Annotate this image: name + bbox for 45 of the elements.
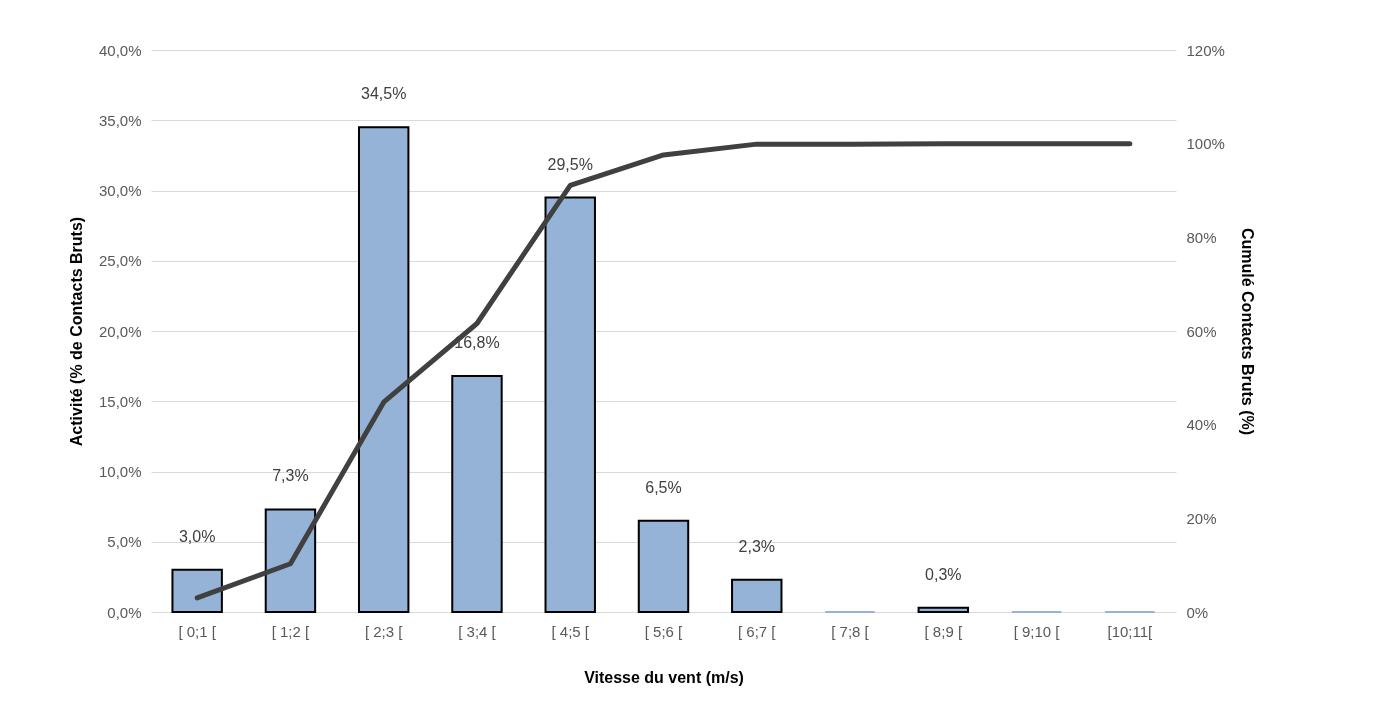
y-axis-title: Activité (% de Contacts Bruts) bbox=[67, 216, 85, 447]
x-tick-label: [ 1;2 [ bbox=[271, 622, 311, 640]
y-tick-label: 40,0% bbox=[98, 41, 142, 59]
y-tick-label: 15,0% bbox=[98, 392, 142, 410]
y-tick-label: 0,0% bbox=[107, 603, 142, 621]
y-tick-label: 10,0% bbox=[98, 463, 142, 480]
bar bbox=[731, 578, 783, 613]
x-tick-label: [ 2;3 [ bbox=[364, 622, 404, 640]
data-label: 3,0% bbox=[178, 527, 216, 545]
data-label: 6,5% bbox=[645, 478, 682, 496]
x-axis-title: Vitesse du vent (m/s) bbox=[584, 668, 744, 686]
y-tick-label: 20,0% bbox=[98, 322, 142, 340]
bar bbox=[357, 126, 410, 613]
y2-axis-title: Cumulé Contacts Bruts (%) bbox=[1238, 227, 1256, 436]
y2-tick-label: 80% bbox=[1186, 228, 1217, 246]
x-tick-label: [ 5;6 [ bbox=[644, 622, 684, 640]
bar bbox=[637, 519, 690, 613]
y2-tick-label: 20% bbox=[1186, 509, 1217, 527]
y2-tick-label: 100% bbox=[1186, 135, 1225, 153]
y2-tick-label: 40% bbox=[1186, 416, 1217, 434]
data-label: 34,5% bbox=[361, 85, 407, 103]
data-label: 0,3% bbox=[925, 565, 962, 583]
x-tick-label: [ 7;8 [ bbox=[831, 622, 870, 640]
y2-tick-label: 0% bbox=[1186, 603, 1209, 621]
y2-tick-label: 120% bbox=[1186, 41, 1225, 59]
bar bbox=[544, 196, 596, 613]
data-label: 7,3% bbox=[272, 467, 309, 485]
data-label: 2,3% bbox=[738, 537, 775, 555]
y2-tick-label: 60% bbox=[1186, 322, 1217, 340]
bar bbox=[264, 508, 317, 613]
x-tick-label: [ 8;9 [ bbox=[924, 622, 963, 640]
data-label: 29,5% bbox=[547, 155, 593, 173]
x-tick-label: [10;11[ bbox=[1107, 622, 1154, 640]
y-tick-label: 25,0% bbox=[98, 252, 142, 270]
bar bbox=[171, 568, 223, 613]
x-tick-label: [ 0;1 [ bbox=[178, 622, 217, 640]
x-tick-label: [ 3;4 [ bbox=[458, 622, 497, 640]
y-tick-label: 5,0% bbox=[107, 533, 142, 551]
y-tick-label: 30,0% bbox=[98, 182, 142, 199]
x-tick-label: [ 9;10 [ bbox=[1013, 622, 1061, 640]
y-tick-label: 35,0% bbox=[98, 111, 142, 129]
bar bbox=[451, 374, 503, 613]
bar bbox=[917, 606, 970, 613]
x-tick-label: [ 4;5 [ bbox=[551, 622, 590, 640]
x-tick-label: [ 6;7 [ bbox=[738, 622, 777, 640]
